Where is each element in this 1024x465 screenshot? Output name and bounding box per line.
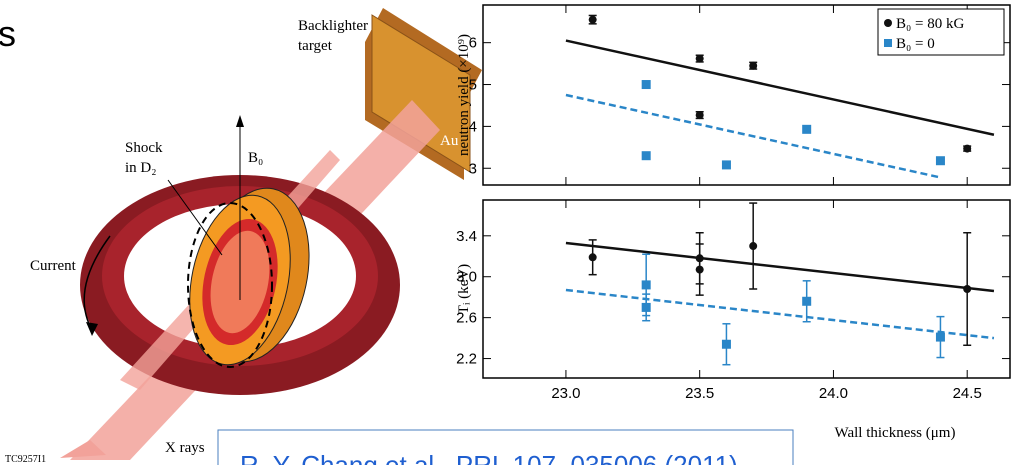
point [589,253,597,261]
point [696,111,704,119]
point [963,145,971,153]
point [749,62,757,70]
x-tick-label: 24.5 [953,385,982,402]
x-tick-label: 23.0 [551,385,580,402]
diagram-label: B₀ [248,150,263,166]
x-tick-label: 23.5 [685,385,714,402]
point [642,80,651,89]
y-tick-label: 3 [469,160,477,177]
point [642,151,651,160]
diagram-label: Shock [125,140,163,156]
point [936,333,945,342]
b0-arrowhead [236,115,244,127]
figure-id: TC9257I1 [5,454,46,465]
fit-line [566,243,994,291]
point [589,16,597,24]
citation: R. Y. Chang et al., PRL 107, 035006 (201… [240,450,738,465]
x-axis-label: Wall thickness (μm) [835,425,956,441]
plot-frame [483,200,1010,378]
diagram-label: in D₂ [125,160,156,176]
y-tick-label: 2.2 [456,351,477,368]
point [642,303,651,312]
legend-label: B₀ = 0 [896,36,935,52]
slide: s Backlighter target Au Shock in D₂ B₀ C… [0,0,1024,465]
diagram-label: Current [30,258,77,274]
point [802,297,811,306]
point [642,280,651,289]
point [963,285,971,293]
point [722,160,731,169]
y-axis-label: neutron yield (×10⁹) [456,34,472,156]
legend-marker [884,19,892,27]
point [696,55,704,63]
point [802,125,811,134]
legend-marker [884,39,892,47]
fit-line [566,290,994,338]
x-tick-label: 24.0 [819,385,848,402]
diagram-label: Backlighter [298,18,368,34]
point [749,242,757,250]
legend-label: B₀ = 80 kG [896,16,964,32]
diagram-label: X rays [165,440,205,456]
fit-line [566,95,941,177]
point [722,340,731,349]
y-axis-label: Tᵢ (keV) [456,264,472,314]
y-tick-label: 3.4 [456,228,477,245]
point [696,266,704,274]
point [936,156,945,165]
slide-fragment: s [0,13,16,54]
diagram: Backlighter target Au Shock in D₂ B₀ Cur… [5,8,482,465]
diagram-label: target [298,38,333,54]
